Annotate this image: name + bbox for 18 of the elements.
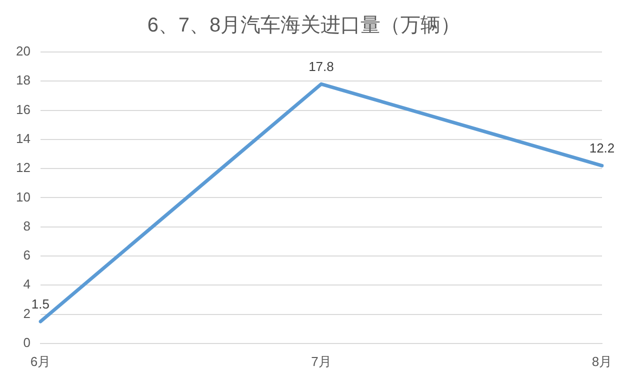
x-tick-label: 8月 (592, 354, 612, 369)
data-label: 17.8 (308, 59, 334, 74)
y-tick-label: 4 (23, 276, 30, 292)
y-tick-label: 20 (16, 44, 30, 59)
y-tick-label: 16 (16, 102, 30, 117)
y-tick-label: 6 (23, 248, 30, 263)
y-tick-label: 12 (16, 160, 30, 176)
data-label: 12.2 (589, 140, 615, 156)
x-tick-label: 7月 (311, 354, 332, 369)
y-tick-label: 18 (16, 72, 30, 88)
chart-title: 6、7、8月汽车海关进口量（万辆） (147, 14, 461, 37)
y-tick-label: 10 (16, 189, 30, 204)
data-label: 1.5 (31, 296, 50, 312)
y-tick-label: 2 (23, 306, 30, 321)
x-tick-label: 6月 (30, 354, 51, 369)
y-tick-label: 0 (23, 334, 30, 350)
y-tick-label: 8 (23, 218, 30, 234)
y-tick-label: 14 (16, 131, 30, 146)
